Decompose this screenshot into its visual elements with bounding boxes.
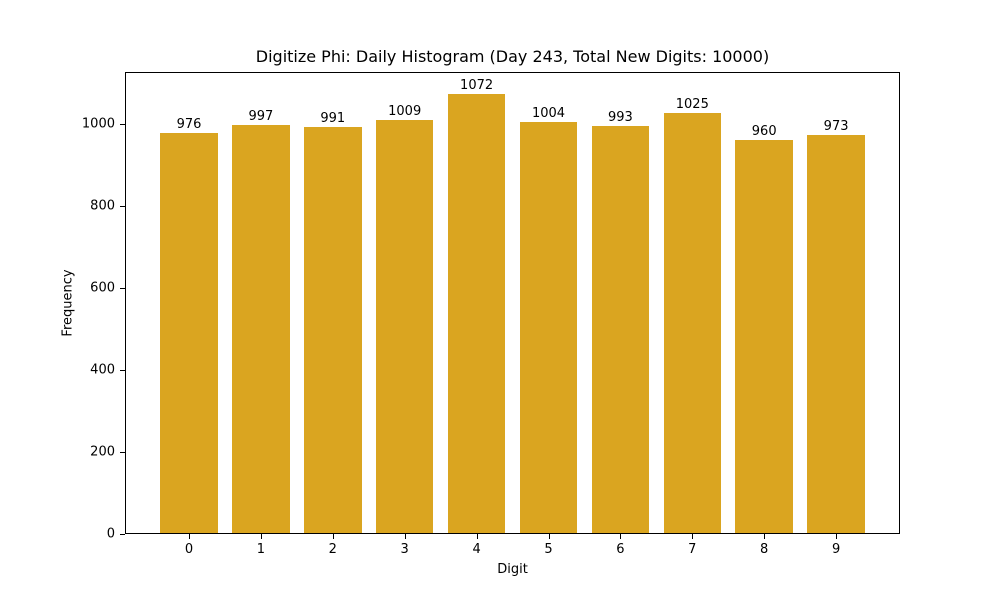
bar-value-label: 976 [176,117,202,133]
y-tick [120,451,125,453]
bar-value-label: 1009 [388,103,422,119]
bar-value-label: 1025 [675,97,709,113]
y-tick-label: 400 [90,362,115,378]
y-tick [120,287,125,289]
y-axis-label: Frequency [60,269,76,337]
x-tick [332,534,334,539]
bar-value-label: 1004 [531,105,566,121]
x-tick [764,534,766,539]
x-tick [692,534,694,539]
y-tick [120,534,125,535]
y-tick-label: 1000 [81,116,115,132]
x-tick-label: 4 [472,542,481,557]
y-tick-label: 0 [106,526,115,542]
x-tick [260,534,262,539]
plot-area [125,72,900,534]
bar-digit-9 [807,134,865,534]
x-tick [476,534,478,539]
bar-digit-7 [663,113,722,534]
x-tick [189,534,190,539]
bar-digit-1 [232,124,290,534]
bar-digit-2 [304,127,362,534]
bar-digit-0 [160,133,218,534]
bar-digit-4 [447,94,506,534]
x-tick-label: 0 [184,542,194,557]
y-tick [120,205,125,207]
bar-value-label: 1072 [460,78,494,93]
x-tick-label: 2 [328,542,337,557]
x-tick [404,534,406,539]
x-tick-label: 1 [256,542,266,557]
x-tick-label: 8 [760,542,769,557]
y-tick-label: 800 [90,198,115,214]
x-axis-label: Digit [497,562,528,577]
bar-value-label: 960 [751,123,777,139]
bar-value-label: 997 [248,108,274,124]
y-tick-label: 200 [90,444,115,460]
x-tick-label: 3 [400,542,409,557]
y-tick-label: 600 [90,280,115,296]
y-tick [120,369,125,371]
chart-title: Digitize Phi: Daily Histogram (Day 243, … [255,47,770,66]
x-tick [836,534,838,539]
bar-digit-6 [591,126,650,534]
x-tick-label: 9 [831,542,841,557]
x-tick-label: 5 [544,542,553,557]
bar-digit-3 [375,119,434,534]
bar-digit-8 [735,139,793,534]
bar-value-label: 973 [823,118,849,134]
bar-digit-5 [519,121,578,534]
x-tick-label: 6 [616,542,625,557]
x-tick [620,534,622,539]
bar-value-label: 993 [607,110,633,126]
bar-value-label: 991 [320,111,346,127]
x-tick [548,534,550,539]
x-tick-label: 7 [688,542,697,557]
y-tick [120,123,125,125]
